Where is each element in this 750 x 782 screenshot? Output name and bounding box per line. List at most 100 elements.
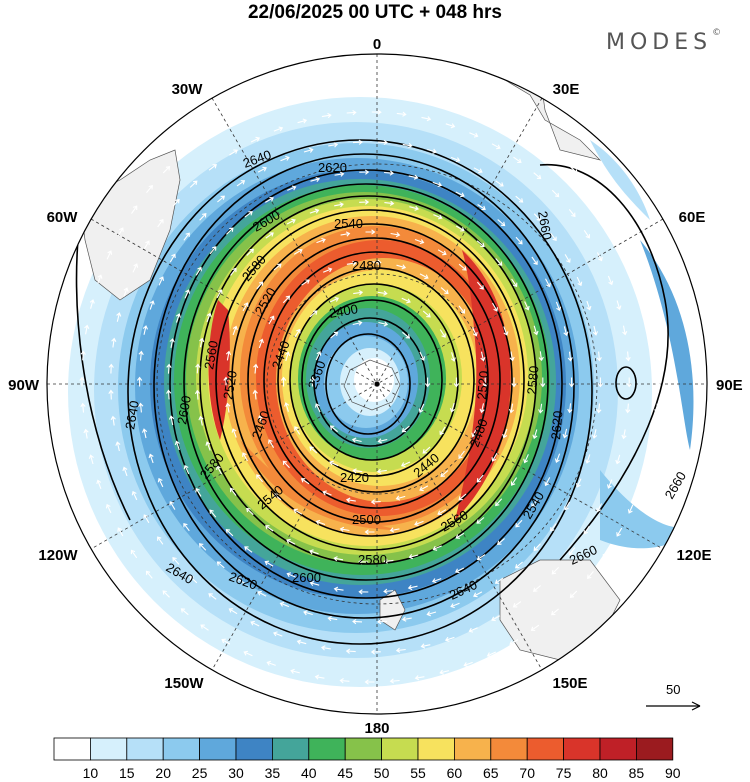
wind-arrow [437, 249, 447, 256]
contour-label-2540a: 2540 [334, 216, 363, 231]
contour-label-2660a: 2660 [535, 210, 555, 241]
wind-arrow [515, 195, 524, 203]
wind-arrow [243, 106, 254, 113]
colorbar-swatch [199, 737, 237, 761]
wind-arrow [476, 554, 486, 561]
wind-arrow [358, 559, 369, 565]
wind-arrow [563, 326, 569, 336]
wind-arrow [440, 470, 449, 478]
wind-arrow [166, 363, 172, 374]
colorbar-swatch [490, 737, 528, 761]
colorbar-swatch [308, 737, 346, 761]
wind-arrow [225, 350, 232, 361]
wind-arrow [208, 593, 217, 600]
wind-arrow [330, 331, 339, 339]
wind-arrow [531, 133, 540, 140]
wind-arrow [242, 302, 249, 312]
wind-arrow [108, 389, 114, 400]
wind-arrow [650, 429, 656, 440]
wind-arrow [189, 180, 198, 188]
wind-arrow [377, 619, 388, 625]
wind-arrow [486, 651, 497, 658]
wind-arrow [596, 252, 603, 262]
wind-arrow [497, 219, 506, 227]
wind-arrow [491, 143, 501, 150]
wind-arrow [508, 403, 515, 414]
wind-arrow [567, 403, 573, 414]
wind-arrow [280, 155, 290, 162]
colorbar-swatch [526, 737, 565, 761]
wind-arrow [432, 181, 443, 188]
wind-arrow [309, 310, 318, 318]
lon-label-120e: 120E [676, 547, 711, 564]
wind-arrow [515, 236, 523, 245]
wind-arrow [433, 214, 443, 220]
wind-arrow [268, 315, 275, 325]
wind-arrow [473, 167, 483, 174]
contour-label-2600b: 2600 [174, 394, 194, 425]
wind-arrow [606, 479, 613, 489]
wind-arrow [496, 538, 505, 546]
wind-arrow [221, 638, 231, 645]
colorbar-swatch [235, 737, 273, 761]
wind-arrow [533, 172, 542, 180]
wind-arrow [172, 557, 180, 565]
wind-arrow [414, 675, 425, 681]
wind-arrow [273, 631, 283, 637]
contour-label-2560a: 2560 [201, 339, 221, 370]
wind-arrow [345, 497, 356, 503]
wind-arrow [415, 84, 426, 90]
wind-arrow [226, 227, 234, 235]
wind-arrow [174, 440, 180, 451]
wind-arrow [583, 525, 590, 535]
wind-arrow [168, 415, 175, 426]
wind-arrow [596, 503, 603, 513]
wind-arrow [390, 80, 401, 86]
wind-arrow [365, 229, 376, 235]
wind-arrow [445, 123, 456, 129]
wind-arrow [258, 338, 264, 349]
wind-arrow [273, 263, 282, 271]
wind-arrow [309, 549, 319, 555]
wind-arrow [468, 627, 478, 633]
wind-arrow [250, 620, 260, 627]
lon-label-180: 180 [364, 720, 389, 736]
wind-arrow [111, 337, 117, 348]
wind-arrow [228, 608, 238, 615]
polar-map: 2640 2620 2660 2600 2540 2580 2480 2520 … [8, 36, 743, 736]
wind-arrow [284, 402, 290, 412]
wind-arrow [532, 429, 538, 440]
wind-arrow [334, 202, 344, 208]
wind-arrow [439, 669, 450, 675]
wind-arrow [458, 305, 465, 314]
wind-arrow [296, 639, 307, 645]
lon-label-60e: 60E [679, 209, 706, 226]
wind-arrow [402, 331, 411, 339]
wind-arrow [420, 643, 431, 649]
wind-arrow [646, 299, 652, 310]
wind-arrow [223, 376, 229, 387]
wind-arrow [509, 639, 519, 646]
wind-arrow [200, 133, 210, 140]
wind-arrow [242, 452, 248, 462]
wind-arrow [625, 403, 631, 414]
wind-arrow [427, 148, 437, 154]
wind-arrow [426, 611, 437, 617]
wind-arrow [169, 338, 175, 348]
wind-arrow [316, 237, 326, 244]
wind-arrow [195, 363, 201, 374]
colorbar-swatch [53, 737, 91, 761]
wind-arrow [480, 351, 486, 362]
wind-arrow [225, 402, 231, 413]
wind-reference-vector: 50 [646, 682, 701, 711]
wind-arrow [106, 250, 113, 260]
lon-label-30e: 30E [553, 81, 580, 98]
wind-arrow [513, 156, 522, 164]
wind-arrow [564, 254, 571, 263]
wind-arrow [469, 132, 479, 138]
wind-arrow [183, 522, 190, 532]
wind-arrow [79, 376, 85, 387]
wind-arrow [236, 180, 246, 187]
wind-arrow [334, 171, 345, 177]
colorbar-swatch [90, 737, 128, 761]
